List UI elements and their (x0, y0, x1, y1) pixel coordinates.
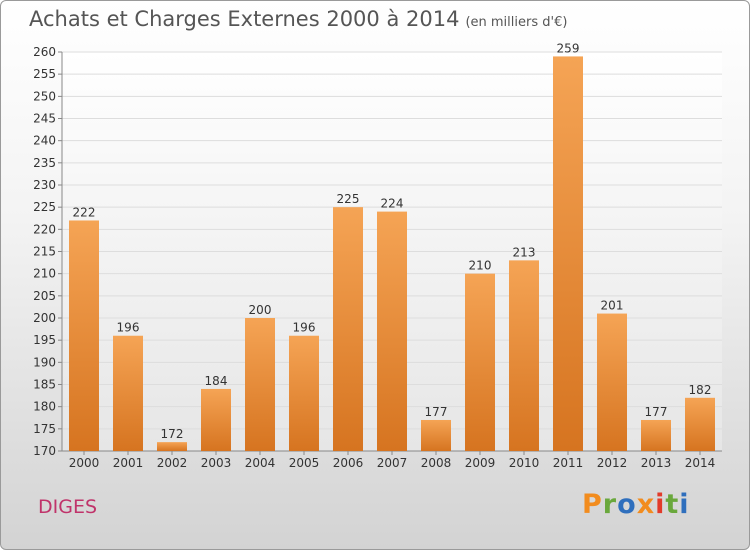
y-tick-label: 230 (33, 178, 56, 192)
x-tick-label-2002: 2002 (157, 456, 188, 470)
y-tick-label: 175 (33, 422, 56, 436)
data-label-2003: 184 (205, 374, 228, 388)
data-label-2007: 224 (381, 197, 404, 211)
x-tick-label-2012: 2012 (597, 456, 628, 470)
x-tick-label-2014: 2014 (685, 456, 716, 470)
data-label-2014: 182 (689, 383, 712, 397)
chart-title: Achats et Charges Externes 2000 à 2014 (e… (29, 7, 567, 31)
data-label-2002: 172 (161, 427, 184, 441)
data-label-2004: 200 (249, 303, 272, 317)
proxiti-logo: Proxiti (582, 489, 690, 520)
x-tick-label-2000: 2000 (69, 456, 100, 470)
y-tick-label: 225 (33, 200, 56, 214)
bar-2002 (157, 442, 187, 451)
bar-2008 (421, 419, 451, 451)
bar-2009 (465, 273, 495, 451)
bar-2012 (597, 313, 627, 451)
y-tick-label: 220 (33, 222, 56, 236)
y-tick-label: 180 (33, 400, 56, 414)
bar-2006 (333, 207, 363, 451)
y-tick-label: 235 (33, 156, 56, 170)
data-label-2011: 259 (557, 41, 580, 55)
data-label-2008: 177 (425, 405, 448, 419)
x-tick-label-2001: 2001 (113, 456, 144, 470)
bar-2011 (553, 56, 583, 451)
x-tick-label-2004: 2004 (245, 456, 276, 470)
bar-2010 (509, 260, 539, 451)
y-tick-label: 185 (33, 378, 56, 392)
y-tick-label: 255 (33, 67, 56, 81)
data-label-2009: 210 (469, 259, 492, 273)
bar-2007 (377, 211, 407, 451)
data-label-2000: 222 (73, 205, 96, 219)
x-tick-label-2011: 2011 (553, 456, 584, 470)
bar-2014 (685, 397, 715, 451)
y-tick-label: 195 (33, 333, 56, 347)
y-tick-label: 190 (33, 355, 56, 369)
y-tick-label: 210 (33, 267, 56, 281)
y-tick-label: 200 (33, 311, 56, 325)
commune-name: DIGES (38, 496, 98, 518)
y-tick-label: 215 (33, 245, 56, 259)
bar-2004 (245, 318, 275, 451)
y-tick-label: 170 (33, 444, 56, 458)
bar-2001 (113, 335, 143, 451)
chart-subtitle: (en milliers d'€) (465, 15, 568, 30)
x-tick-label-2010: 2010 (509, 456, 540, 470)
bar-2000 (69, 220, 99, 451)
bar-2005 (289, 335, 319, 451)
x-tick-label-2007: 2007 (377, 456, 408, 470)
x-tick-label-2013: 2013 (641, 456, 672, 470)
y-tick-label: 260 (33, 45, 56, 59)
y-tick-label: 205 (33, 289, 56, 303)
x-tick-label-2008: 2008 (421, 456, 452, 470)
data-label-2006: 225 (337, 192, 360, 206)
y-tick-label: 250 (33, 89, 56, 103)
data-label-2012: 201 (601, 299, 624, 313)
x-tick-label-2006: 2006 (333, 456, 364, 470)
y-tick-label: 240 (33, 134, 56, 148)
data-label-2013: 177 (645, 405, 668, 419)
data-label-2010: 213 (513, 245, 536, 259)
x-tick-label-2009: 2009 (465, 456, 496, 470)
data-label-2005: 196 (293, 321, 316, 335)
x-tick-label-2005: 2005 (289, 456, 320, 470)
data-label-2001: 196 (117, 321, 140, 335)
x-tick-label-2003: 2003 (201, 456, 232, 470)
chart-title-text: Achats et Charges Externes 2000 à 2014 (29, 7, 460, 31)
bar-2013 (641, 419, 671, 451)
y-tick-label: 245 (33, 112, 56, 126)
bar-2003 (201, 388, 231, 451)
